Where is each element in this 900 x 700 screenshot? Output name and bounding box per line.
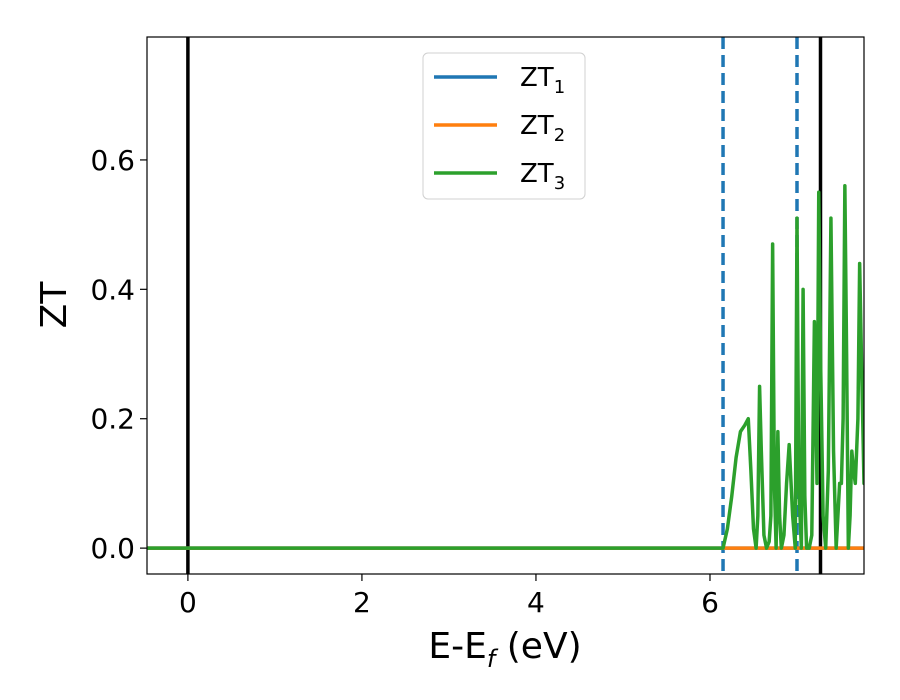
x-axis-label-main: E-E (428, 626, 486, 667)
plot-content (147, 37, 864, 574)
legend-box (422, 52, 586, 200)
legend-label-2: ZT2 (520, 111, 565, 146)
x-tick-label: 0 (179, 586, 197, 619)
y-tick-label: 0.2 (90, 403, 135, 436)
legend-label-1: ZT1 (520, 63, 565, 98)
y-tick-label: 0.6 (90, 144, 135, 177)
x-tick-label: 4 (527, 586, 545, 619)
y-axis-label: ZT (34, 281, 75, 329)
x-axis-label-unit: (eV) (495, 626, 581, 667)
plot-frame (146, 36, 865, 575)
x-tick-label: 2 (353, 586, 371, 619)
y-tick-label: 0.4 (90, 273, 135, 306)
x-tick-label: 6 (701, 586, 719, 619)
x-axis-label: E-Ef (eV) (428, 626, 581, 673)
series-line-3 (147, 184, 864, 550)
x-axis-ticks: 0 2 4 6 (179, 574, 719, 619)
legend-label-3: ZT3 (520, 159, 565, 194)
legend: ZT1 ZT2 ZT3 (422, 52, 586, 200)
y-tick-label: 0.0 (90, 532, 135, 565)
y-axis-ticks: 0.0 0.2 0.4 0.6 (90, 144, 147, 565)
